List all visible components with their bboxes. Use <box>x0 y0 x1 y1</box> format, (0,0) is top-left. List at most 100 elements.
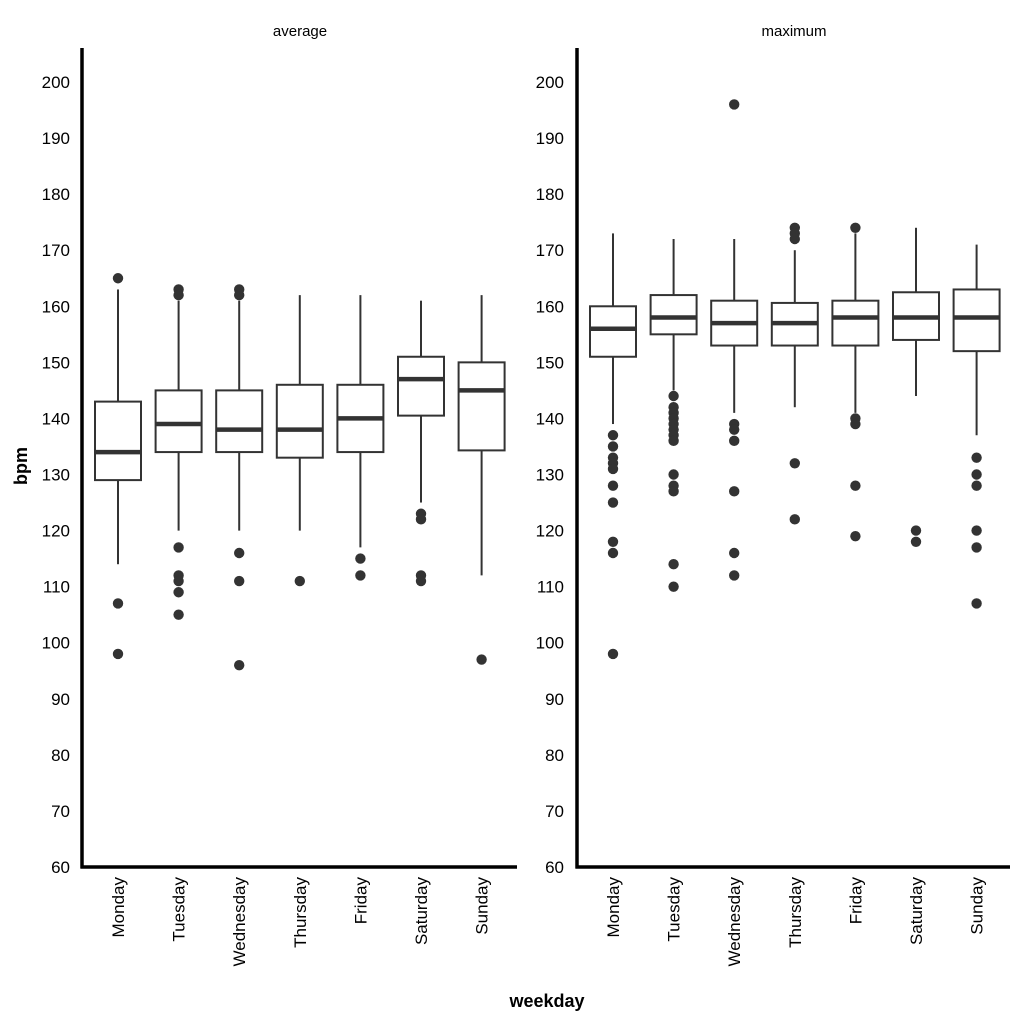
x-tick-label-monday: Monday <box>109 877 128 938</box>
box-friday: Friday <box>336 295 385 925</box>
outlier-point <box>729 570 740 581</box>
outlier-point <box>850 480 861 491</box>
outlier-point <box>850 530 861 542</box>
outlier-point <box>607 441 619 452</box>
y-tick-label: 140 <box>536 409 564 428</box>
x-tick-label-monday: Monday <box>604 877 623 938</box>
iqr-box <box>275 383 324 459</box>
outlier-point <box>173 289 184 301</box>
outlier-point <box>910 536 922 547</box>
outlier-point <box>173 587 184 598</box>
x-tick-label-friday: Friday <box>351 877 370 925</box>
outlier-point <box>668 469 679 480</box>
outlier-point <box>729 424 740 435</box>
y-tick-label: 200 <box>42 73 70 92</box>
y-tick-label: 90 <box>545 690 564 709</box>
outlier-point <box>294 575 305 587</box>
y-tick-label: 60 <box>545 858 564 877</box>
x-tick-label-wednesday: Wednesday <box>230 877 249 967</box>
box-friday: Friday <box>831 222 880 925</box>
outlier-point <box>668 435 679 447</box>
outlier-point <box>415 575 427 587</box>
iqr-box <box>94 400 142 482</box>
box-thursday: Thursday <box>770 222 819 948</box>
box-thursday: Thursday <box>275 295 324 948</box>
outlier-point <box>607 648 619 660</box>
box-wednesday: Wednesday <box>215 284 264 967</box>
outlier-point <box>729 99 740 110</box>
y-tick-label: 160 <box>42 297 70 316</box>
x-tick-label-sunday: Sunday <box>968 877 987 935</box>
facets: average 60 70 80 90 100 110 120 130 140 150 160 170 1… <box>42 23 1010 966</box>
box-wednesday: Wednesday <box>710 99 759 967</box>
y-tick-label: 160 <box>536 297 564 316</box>
y-tick-label: 150 <box>536 353 564 372</box>
x-tick-label-tuesday: Tuesday <box>665 877 684 942</box>
iqr-box <box>831 299 880 347</box>
outlier-point <box>668 559 679 570</box>
outlier-point <box>112 648 124 660</box>
x-tick-label-friday: Friday <box>846 877 865 925</box>
outlier-point <box>729 435 740 447</box>
y-tick-label: 150 <box>42 353 70 372</box>
outlier-point <box>971 480 982 491</box>
outlier-point <box>234 575 245 587</box>
y-tick-label: 90 <box>51 690 70 709</box>
outlier-point <box>173 542 184 553</box>
outlier-point <box>850 222 861 233</box>
outlier-point <box>789 233 800 245</box>
outlier-point <box>607 547 619 559</box>
outlier-point <box>971 469 982 480</box>
box-tuesday: Tuesday <box>154 284 203 942</box>
y-tick-label: 170 <box>536 241 564 260</box>
y-tick-label: 180 <box>536 185 564 204</box>
outlier-point <box>850 418 861 430</box>
facet-title-maximum: maximum <box>761 23 826 40</box>
y-tick-label: 170 <box>42 241 70 260</box>
outlier-point <box>355 570 366 581</box>
outlier-point <box>971 525 982 536</box>
x-tick-label-sunday: Sunday <box>473 877 492 935</box>
outlier-point <box>112 598 124 609</box>
outlier-point <box>789 458 800 469</box>
outlier-point <box>234 289 245 301</box>
outlier-point <box>971 452 982 463</box>
x-tick-label-wednesday: Wednesday <box>725 877 744 967</box>
y-tick-label: 70 <box>51 802 70 821</box>
outlier-point <box>729 486 740 497</box>
x-tick-label-thursday: Thursday <box>786 877 805 948</box>
x-axis-title: weekday <box>508 991 584 1011</box>
outlier-point <box>607 463 619 475</box>
box-saturday: Saturday <box>397 300 445 946</box>
outlier-point <box>355 553 366 564</box>
outlier-point <box>607 497 619 508</box>
x-tick-label-saturday: Saturday <box>412 877 431 946</box>
iqr-box <box>589 305 637 358</box>
y-axis-title: bpm <box>11 447 31 485</box>
y-tick-label: 190 <box>42 129 70 148</box>
outlier-point <box>112 273 124 284</box>
y-tick-label: 110 <box>537 578 564 597</box>
y-tick-label: 130 <box>42 466 70 485</box>
iqr-box <box>649 294 698 336</box>
y-tick-label: 190 <box>536 129 564 148</box>
box-monday: Monday <box>94 273 142 938</box>
y-tick-label: 180 <box>42 185 70 204</box>
y-tick-label: 70 <box>545 802 564 821</box>
facet-panel-average: average 60 70 80 90 100 110 120 130 140 150 160 170 1… <box>42 23 517 966</box>
outlier-point <box>910 525 922 536</box>
x-tick-label-saturday: Saturday <box>907 877 926 946</box>
outlier-point <box>476 654 487 665</box>
facet-panel-maximum: maximum 60 70 80 90 100 110 120 130 140 150 160 170 1… <box>536 23 1010 966</box>
y-tick-label: 80 <box>545 746 564 765</box>
outlier-point <box>173 609 184 620</box>
outlier-point <box>668 486 679 497</box>
outlier-point <box>971 542 982 553</box>
y-tick-label: 130 <box>536 466 564 485</box>
y-tick-label: 100 <box>42 634 70 653</box>
x-tick-label-thursday: Thursday <box>291 877 310 948</box>
y-tick-label: 140 <box>42 409 70 428</box>
outlier-point <box>789 514 800 525</box>
outlier-point <box>415 514 427 525</box>
